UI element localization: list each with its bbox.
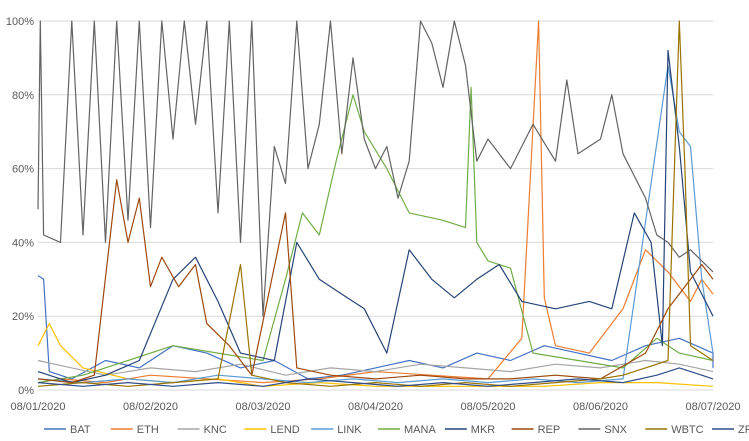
series-line-snx: [37, 20, 714, 317]
series-line-lend: [37, 323, 714, 387]
legend-label-link: LINK: [337, 424, 362, 436]
y-tick-label: 20%: [12, 311, 34, 323]
series-line-knc: [37, 359, 714, 376]
legend-label-wbtc: WBTC: [671, 424, 703, 436]
legend-label-knc: KNC: [204, 424, 227, 436]
y-tick-label: 100%: [6, 16, 34, 28]
x-tick-label: 08/05/2020: [460, 401, 515, 413]
legend-label-zrx: ZRX: [738, 424, 749, 436]
series-line-link: [37, 64, 714, 384]
y-tick-label: 60%: [12, 164, 34, 176]
y-tick-label: 0%: [18, 385, 34, 397]
series-lines: [37, 20, 714, 387]
legend: BAT ETH KNC LEND LINK MANA MKR REP SNX WBTC ZRX: [44, 424, 749, 436]
y-axis-ticks: 0% 20% 40% 60% 80% 100%: [6, 16, 34, 397]
legend-label-rep: REP: [538, 424, 561, 436]
legend-label-mkr: MKR: [471, 424, 496, 436]
y-tick-label: 80%: [12, 90, 34, 102]
series-line-mkr: [37, 49, 714, 384]
x-tick-label: 08/02/2020: [123, 401, 178, 413]
x-axis-ticks: 08/01/2020 08/02/2020 08/03/2020 08/04/2020…: [10, 401, 740, 413]
x-tick-label: 08/04/2020: [348, 401, 403, 413]
legend-label-eth: ETH: [137, 424, 159, 436]
series-line-mana: [37, 86, 714, 384]
legend-label-lend: LEND: [270, 424, 299, 436]
x-tick-label: 08/01/2020: [10, 401, 65, 413]
series-line-zrx: [37, 367, 714, 387]
series-line-rep: [37, 179, 714, 384]
x-tick-label: 08/06/2020: [573, 401, 628, 413]
x-tick-label: 08/07/2020: [685, 401, 740, 413]
y-tick-label: 40%: [12, 237, 34, 249]
series-line-bat: [37, 275, 714, 380]
legend-label-snx: SNX: [604, 424, 627, 436]
series-line-eth: [37, 20, 714, 384]
series-line-wbtc: [37, 20, 714, 387]
legend-label-mana: MANA: [404, 424, 436, 436]
gridlines: [38, 20, 713, 391]
x-tick-label: 08/03/2020: [235, 401, 290, 413]
legend-label-bat: BAT: [70, 424, 91, 436]
